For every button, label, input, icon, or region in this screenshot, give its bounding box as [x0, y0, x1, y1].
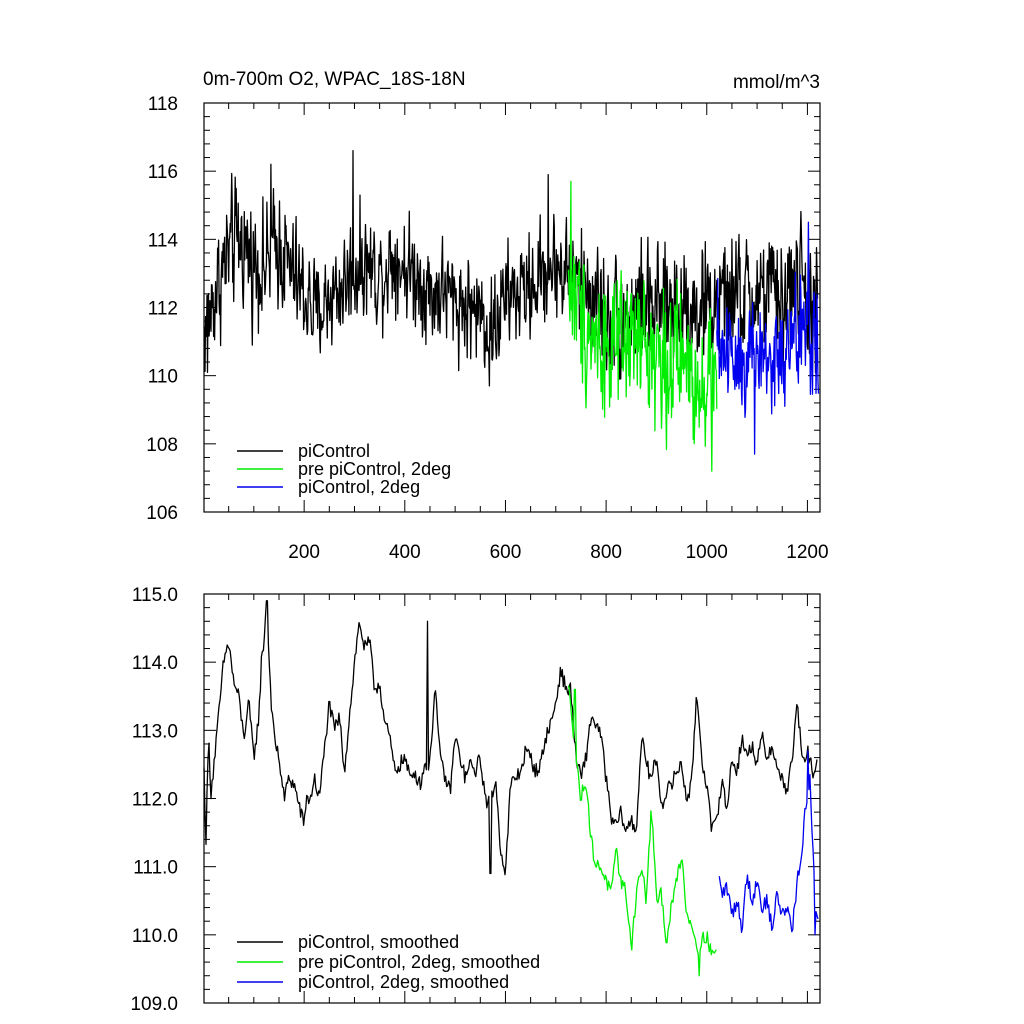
y-tick-label: 109.0 [130, 994, 178, 1015]
y-tick-label: 118 [148, 94, 178, 115]
y-tick-label: 114.0 [132, 653, 178, 674]
bottom-panel-frame [203, 593, 821, 1004]
legend-label-1: piControl, smoothed [298, 932, 459, 952]
x-tick-label: 200 [288, 542, 320, 563]
y-tick-label: 113.0 [132, 721, 178, 742]
y-tick-label: 114 [148, 230, 179, 251]
y-tick-label: 115.0 [132, 585, 178, 606]
series-line-2 [567, 180, 718, 472]
y-tick-label: 116 [148, 162, 178, 183]
x-tick-label: 1000 [686, 542, 728, 563]
legend-label-3: piControl, 2deg, smoothed [298, 972, 509, 992]
series-line-3 [716, 221, 820, 455]
legend-label-2: pre piControl, 2deg, smoothed [298, 952, 540, 972]
top-panel-title: 0m-700m O2, WPAC_18S-18N [203, 69, 466, 90]
legend-label-1: piControl [298, 441, 370, 461]
y-tick-label: 111.0 [133, 858, 178, 879]
series-line-1 [203, 600, 818, 876]
bottom-panel-series [203, 600, 819, 977]
y-tick-label: 108 [146, 435, 178, 456]
series-line-3 [718, 750, 819, 936]
bottom-panel-tick-labels: 109.0 110.0 111.0 112.0 113.0 114.0 115.0 [130, 585, 178, 1015]
top-panel-frame [203, 102, 821, 513]
x-tick-label: 400 [389, 542, 421, 563]
top-panel-tick-labels: 106 108 110 112 114 116 118 200 400 600 800 1000 120… [146, 94, 828, 563]
y-tick-label: 106 [146, 503, 178, 524]
bottom-panel: 109.0 110.0 111.0 112.0 113.0 114.0 115.0 piCo… [130, 585, 821, 1015]
x-tick-label: 600 [490, 542, 522, 563]
top-panel: 106 108 110 112 114 116 118 200 400 600 800 1000 120… [146, 69, 828, 563]
y-tick-label: 112.0 [132, 790, 178, 811]
top-panel-units: mmol/m^3 [733, 72, 820, 93]
legend-label-2: pre piControl, 2deg [298, 459, 451, 479]
legend-label-3: piControl, 2deg [298, 477, 420, 497]
x-tick-label: 1200 [786, 542, 828, 563]
series-line-2 [567, 685, 717, 977]
y-tick-label: 110 [148, 367, 178, 388]
x-tick-label: 800 [590, 542, 622, 563]
series-line-1 [203, 150, 819, 387]
top-panel-series [203, 150, 820, 472]
y-tick-label: 112 [148, 299, 178, 320]
y-tick-label: 110.0 [132, 926, 178, 947]
bottom-panel-ticks [204, 593, 820, 1004]
